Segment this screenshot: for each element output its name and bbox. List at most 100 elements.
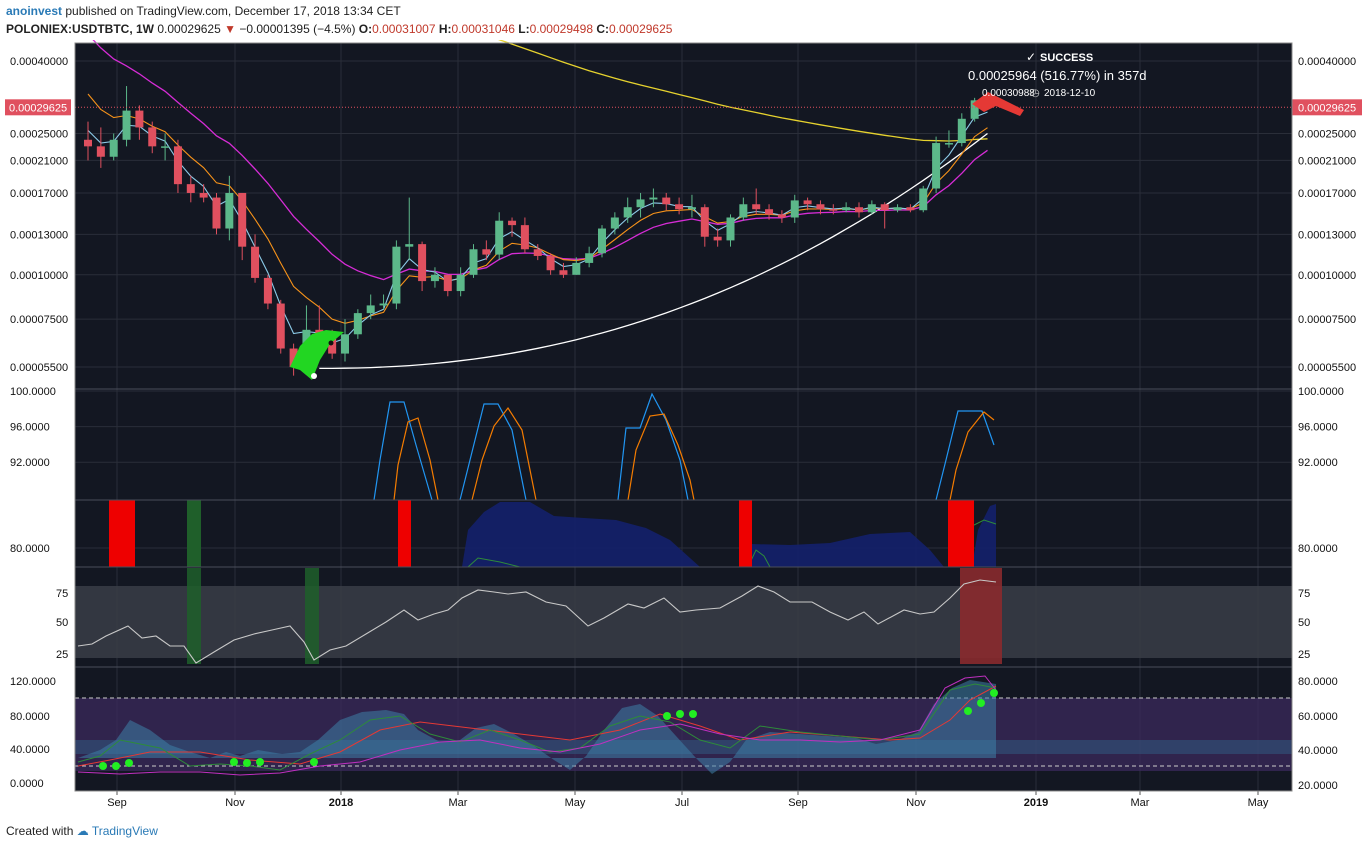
- low-label: L:: [518, 22, 530, 36]
- price-tick-label: 0.00005500: [10, 362, 68, 374]
- candle[interactable]: [790, 194, 799, 223]
- multi-indicator-pane[interactable]: [75, 675, 1292, 776]
- candle[interactable]: [212, 192, 221, 235]
- candle[interactable]: [238, 192, 247, 261]
- author-name[interactable]: anoinvest: [6, 4, 63, 18]
- signal-pane[interactable]: [109, 500, 997, 568]
- footer-brand[interactable]: TradingView: [91, 824, 158, 838]
- candle[interactable]: [520, 217, 529, 254]
- candles[interactable]: [84, 86, 992, 376]
- time-axis[interactable]: Sep Nov 2018 Mar May Jul Sep Nov 2019 Mar May: [107, 791, 1269, 809]
- candle[interactable]: [430, 267, 439, 288]
- candle[interactable]: [675, 197, 684, 215]
- candle[interactable]: [726, 214, 735, 247]
- candle[interactable]: [443, 274, 452, 297]
- candle[interactable]: [867, 200, 876, 215]
- stochastic-pane[interactable]: [373, 392, 995, 501]
- candle[interactable]: [186, 175, 195, 203]
- time-tick-label: Mar: [1131, 797, 1150, 809]
- time-tick-label: 2019: [1024, 797, 1048, 809]
- signal-dot: [964, 707, 972, 715]
- candle[interactable]: [251, 234, 260, 283]
- oscillator-tick-label: 50: [56, 617, 68, 629]
- candle[interactable]: [662, 192, 671, 211]
- candle[interactable]: [842, 202, 851, 213]
- candle-body: [225, 192, 234, 229]
- candle[interactable]: [405, 197, 414, 261]
- candle[interactable]: [225, 175, 234, 241]
- last-price-badge: [5, 99, 71, 116]
- candle[interactable]: [366, 294, 375, 320]
- chart-area[interactable]: ✓ SUCCESS 0.00025964 (516.77%) in 357d 0…: [0, 40, 1367, 820]
- candle[interactable]: [418, 241, 427, 292]
- candle[interactable]: [816, 200, 825, 215]
- candle-body: [482, 249, 491, 255]
- candle[interactable]: [944, 130, 953, 148]
- candle[interactable]: [932, 136, 941, 193]
- candle[interactable]: [495, 212, 504, 261]
- candle[interactable]: [161, 133, 170, 161]
- candle[interactable]: [135, 105, 144, 140]
- candle-body: [726, 217, 735, 241]
- candle[interactable]: [649, 188, 658, 208]
- candle[interactable]: [906, 204, 915, 213]
- candle[interactable]: [546, 253, 555, 275]
- candle[interactable]: [199, 184, 208, 203]
- candle-body: [84, 139, 92, 147]
- candle[interactable]: [263, 274, 272, 310]
- stochastic-tick-label: 100.0000: [1298, 386, 1344, 398]
- candle[interactable]: [610, 212, 619, 235]
- candle[interactable]: [713, 228, 722, 247]
- candle[interactable]: [919, 185, 928, 213]
- parabolic-curve-line: [319, 132, 988, 370]
- candle[interactable]: [777, 210, 786, 223]
- candle[interactable]: [353, 309, 362, 339]
- time-tick-label: Jul: [675, 797, 689, 809]
- oscillator-pane[interactable]: [75, 568, 1292, 664]
- price-tick-label: 0.00010000: [1298, 270, 1356, 282]
- candle[interactable]: [829, 204, 838, 215]
- signal-area-3: [972, 504, 996, 567]
- target-label: 0.00030988: [982, 88, 1035, 99]
- candle[interactable]: [970, 97, 979, 122]
- candle-body: [276, 303, 285, 349]
- candle[interactable]: [687, 194, 696, 218]
- candle[interactable]: [559, 262, 568, 278]
- candle-body: [148, 127, 157, 147]
- candle[interactable]: [482, 240, 491, 261]
- candle[interactable]: [533, 244, 542, 261]
- price-pane[interactable]: ✓ SUCCESS 0.00025964 (516.77%) in 357d 0…: [75, 40, 1292, 380]
- candle[interactable]: [109, 133, 118, 161]
- candle[interactable]: [341, 319, 349, 362]
- candle[interactable]: [855, 202, 863, 218]
- candle[interactable]: [276, 299, 285, 354]
- candle[interactable]: [880, 202, 889, 229]
- candle[interactable]: [456, 267, 465, 297]
- candle[interactable]: [957, 113, 966, 147]
- candle[interactable]: [148, 121, 157, 154]
- left-price-axis[interactable]: 0.00040000 0.00025000 0.00021000 0.00017000…: [5, 56, 71, 790]
- candle[interactable]: [572, 257, 581, 275]
- candle[interactable]: [623, 197, 632, 223]
- candle[interactable]: [392, 240, 401, 310]
- candle-body: [186, 184, 195, 193]
- candle-body: [173, 146, 182, 185]
- candle[interactable]: [752, 188, 761, 215]
- candle[interactable]: [598, 225, 606, 258]
- candle[interactable]: [469, 244, 478, 278]
- candle[interactable]: [96, 127, 105, 168]
- candle[interactable]: [122, 86, 131, 147]
- candle[interactable]: [765, 204, 774, 220]
- candle[interactable]: [700, 204, 709, 247]
- candle[interactable]: [636, 192, 645, 218]
- candle[interactable]: [379, 294, 388, 310]
- candle[interactable]: [803, 197, 812, 211]
- candle[interactable]: [508, 217, 517, 237]
- candle[interactable]: [173, 139, 182, 193]
- candle[interactable]: [893, 204, 902, 213]
- candle[interactable]: [739, 197, 748, 221]
- candle[interactable]: [585, 246, 594, 268]
- candle-body: [495, 220, 504, 255]
- right-price-axis[interactable]: 0.00040000 0.00025000 0.00021000 0.00017000…: [1292, 56, 1362, 792]
- candle[interactable]: [84, 121, 92, 161]
